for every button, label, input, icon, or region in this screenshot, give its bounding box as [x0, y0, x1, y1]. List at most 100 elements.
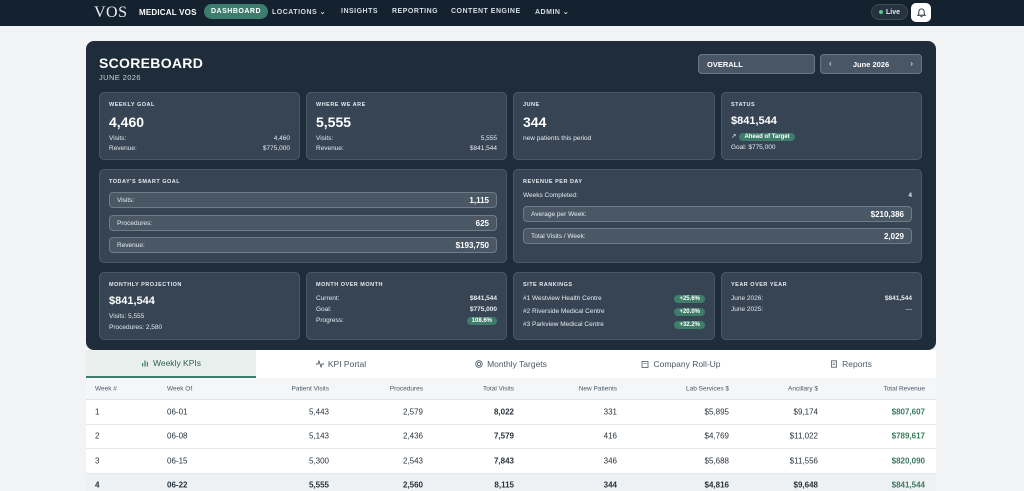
new-patients-value: 344 [523, 114, 547, 130]
card-title: REVENUE PER DAY [523, 179, 583, 185]
total-visits: 8,022 [493, 407, 514, 417]
revenue-row: Revenue: $841,544 [316, 145, 497, 152]
month-navigator: ‹ June 2026 › [820, 54, 922, 74]
nav-admin-label: ADMIN [535, 9, 561, 16]
lab-services: $4,769 [704, 431, 729, 441]
chevron-down-icon: ⌄ [562, 9, 570, 16]
new-patients: 331 [603, 407, 617, 417]
table-row[interactable]: 3 06-15 5,300 2,543 7,843 346 $5,688 $11… [86, 449, 936, 474]
new-patients: 346 [603, 456, 617, 466]
target-icon [475, 360, 483, 368]
card-title: TODAY'S SMART GOAL [109, 179, 181, 185]
patient-visits: 5,143 [308, 431, 329, 441]
notification-button[interactable] [911, 3, 931, 22]
total-revenue: $841,544 [891, 480, 925, 490]
nav-insights[interactable]: INSIGHTS [341, 8, 379, 15]
table-header: Week # Week Of Patient Visits Procedures… [86, 378, 936, 400]
ancillary: $11,556 [789, 456, 818, 466]
procedures: 2,436 [402, 431, 423, 441]
current-label: Current: [316, 295, 340, 302]
monthly-projection-card: MONTHLY PROJECTION $841,544 Visits: 5,55… [99, 272, 300, 340]
column-header[interactable]: New Patients [578, 385, 617, 392]
progress-row: Progress: 108.6% [316, 317, 497, 325]
live-status-badge[interactable]: Live [871, 4, 909, 20]
card-title: WHERE WE ARE [316, 102, 366, 108]
current-row: Current: $841,544 [316, 295, 497, 302]
weekly-kpi-table: Week # Week Of Patient Visits Procedures… [86, 378, 936, 491]
progress-label: Progress: [316, 317, 344, 324]
projection-procedures: Procedures: 2,580 [109, 324, 163, 331]
status-card: STATUS $841,544 ↗ Ahead of Target Goal: $… [721, 92, 922, 160]
week-number: 3 [95, 456, 100, 466]
smart-goal-revenue: Revenue: $193,750 [109, 237, 497, 253]
nav-reporting[interactable]: REPORTING [392, 8, 439, 15]
patient-visits: 5,443 [308, 407, 329, 417]
week-of: 06-01 [167, 407, 188, 417]
total-visits: 7,843 [493, 456, 514, 466]
tab-label: KPI Portal [327, 359, 367, 369]
goal-value: $775,000 [469, 306, 497, 313]
week-of: 06-22 [167, 480, 188, 490]
yoy-row: June 2025: — [731, 306, 912, 313]
week-number: 2 [95, 431, 100, 441]
tab-kpi-portal[interactable]: KPI Portal [256, 350, 426, 378]
column-header[interactable]: Procedures [389, 385, 423, 392]
tab-reports[interactable]: Reports [766, 350, 936, 378]
table-row[interactable]: 4 06-22 5,555 2,560 8,115 344 $4,816 $9,… [86, 473, 936, 491]
site-name: #1 Westview Health Centre [523, 295, 602, 302]
yoy-value: $841,544 [884, 295, 912, 302]
patient-visits: 5,300 [308, 456, 329, 466]
card-title: YEAR OVER YEAR [731, 282, 788, 288]
tab-company-roll-up[interactable]: Company Roll-Up [596, 350, 766, 378]
visits-row: Visits: 5,555 [316, 135, 497, 142]
row-value: $193,750 [455, 240, 489, 250]
scoreboard-subtitle: JUNE 2026 [99, 73, 141, 82]
nav-admin[interactable]: ADMIN ⌄ [535, 8, 569, 16]
visits-value: 5,555 [480, 135, 497, 142]
lab-services: $4,816 [704, 480, 729, 490]
site-change-badge: +25.6% [674, 295, 705, 303]
weeks-completed-value: 4 [908, 192, 912, 199]
table-row[interactable]: 1 06-01 5,443 2,579 8,022 331 $5,895 $9,… [86, 400, 936, 425]
nav-dashboard[interactable]: DASHBOARD [204, 4, 268, 19]
site-rankings-card: SITE RANKINGS #1 Westview Health Centre +… [513, 272, 715, 340]
logo[interactable]: VOS [94, 4, 128, 21]
status-badge: Ahead of Target [739, 133, 795, 141]
column-header[interactable]: Lab Services $ [686, 385, 729, 392]
column-header[interactable]: Ancillary $ [788, 385, 818, 392]
site-ranking-row: #3 Parkview Medical Centre +32.2% [523, 321, 705, 329]
weekly-goal-value: 4,460 [109, 114, 145, 130]
column-header[interactable]: Patient Visits [291, 385, 329, 392]
top-navbar: VOS MEDICAL VOS DASHBOARD LOCATIONS ⌄ IN… [0, 0, 1024, 26]
smart-goal-card: TODAY'S SMART GOAL Visits: 1,115 Procedur… [99, 169, 507, 263]
weeks-completed-row: Weeks Completed: 4 [523, 192, 912, 199]
new-patients: 344 [603, 480, 617, 490]
chevron-down-icon: ⌄ [319, 9, 327, 16]
column-header[interactable]: Total Revenue [883, 385, 925, 392]
chevron-left-icon[interactable]: ‹ [829, 59, 832, 68]
chevron-right-icon[interactable]: › [910, 59, 913, 68]
tab-weekly-kpis[interactable]: Weekly KPIs [86, 350, 256, 378]
brand-name: MEDICAL VOS [139, 8, 197, 17]
weekly-goal-card: WEEKLY GOAL 4,460 Visits: 4,460 Revenue: $… [99, 92, 300, 160]
revenue-row: Revenue: $775,000 [109, 145, 290, 152]
tab-monthly-targets[interactable]: Monthly Targets [426, 350, 596, 378]
total-revenue: $820,090 [891, 456, 925, 466]
table-row[interactable]: 2 06-08 5,143 2,436 7,579 416 $4,769 $11… [86, 425, 936, 449]
where-we-are-card: WHERE WE ARE 5,555 Visits: 5,555 Revenue:… [306, 92, 507, 160]
june-new-patients-card: JUNE 344 new patients this period [513, 92, 715, 160]
nav-content-engine[interactable]: CONTENT ENGINE [451, 8, 521, 15]
row-value: 1,115 [469, 195, 489, 205]
nav-locations[interactable]: LOCATIONS ⌄ [272, 8, 326, 16]
week-of: 06-15 [167, 456, 188, 466]
total-visits: 8,115 [494, 480, 514, 490]
card-title: WEEKLY GOAL [109, 102, 155, 108]
column-header[interactable]: Total Visits [483, 385, 514, 392]
column-header[interactable]: Week Of [167, 385, 193, 392]
column-header[interactable]: Week # [95, 385, 117, 392]
site-name: #2 Riverside Medical Centre [523, 308, 605, 315]
yoy-label: June 2026: [731, 295, 764, 302]
smart-goal-visits: Visits: 1,115 [109, 192, 497, 208]
procedures: 2,543 [402, 456, 423, 466]
view-select[interactable]: OVERALL [698, 54, 815, 74]
